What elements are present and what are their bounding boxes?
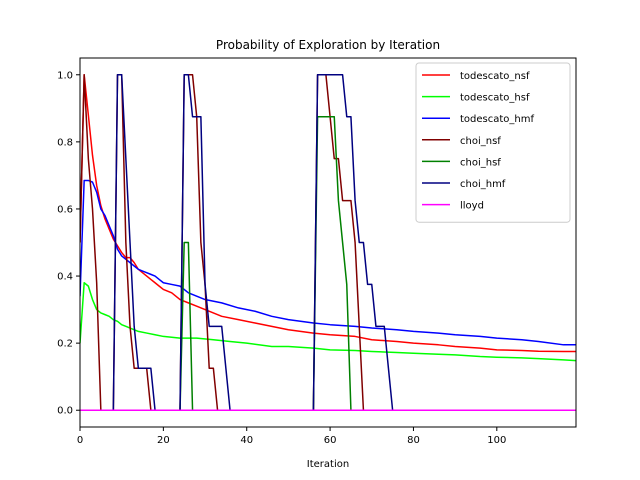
x-tick-label: 60: [324, 435, 337, 446]
x-axis-ticks: 0 20 40 60 80 100: [77, 427, 506, 446]
x-tick-label: 0: [77, 435, 83, 446]
legend: todescato_nsf todescato_hsf todescato_hmfc…: [415, 62, 571, 223]
x-axis-title: Iteration: [307, 459, 349, 470]
series-line-todescato_hmf: [80, 179, 576, 346]
series-line-choi_hmf: [80, 74, 576, 411]
x-tick-label: 20: [157, 435, 170, 446]
y-tick-label: 0.8: [57, 137, 73, 148]
y-tick-label: 1.0: [57, 70, 73, 81]
y-tick-label: 0.4: [57, 272, 73, 283]
x-tick-label: 80: [407, 435, 420, 446]
legend-label-choi_hmf: choi_hmf: [460, 179, 506, 190]
series-layer: [80, 74, 576, 411]
series-line-todescato_nsf: [80, 74, 576, 353]
legend-label-choi_hsf: choi_hsf: [460, 157, 501, 168]
y-axis-ticks: 0.0 0.2 0.4 0.6 0.8 1.0: [57, 70, 80, 417]
y-tick-label: 0.0: [57, 406, 73, 417]
legend-label-todescato_hsf: todescato_hsf: [460, 93, 530, 104]
plot-frame: [79, 57, 577, 428]
series-line-todescato_hsf: [80, 282, 576, 362]
x-tick-label: 100: [487, 435, 506, 446]
legend-label-lloyd: lloyd: [460, 201, 484, 212]
y-tick-label: 0.6: [57, 204, 73, 215]
legend-label-choi_nsf: choi_nsf: [460, 136, 501, 147]
legend-label-todescato_nsf: todescato_nsf: [460, 71, 530, 82]
legend-label-todescato_hmf: todescato_hmf: [460, 114, 534, 125]
x-tick-label: 40: [240, 435, 253, 446]
chart-title: Probability of Exploration by Iteration: [216, 38, 440, 52]
legend-box: [415, 62, 571, 223]
series-line-choi_hsf: [80, 115, 576, 411]
y-tick-label: 0.2: [57, 339, 73, 350]
